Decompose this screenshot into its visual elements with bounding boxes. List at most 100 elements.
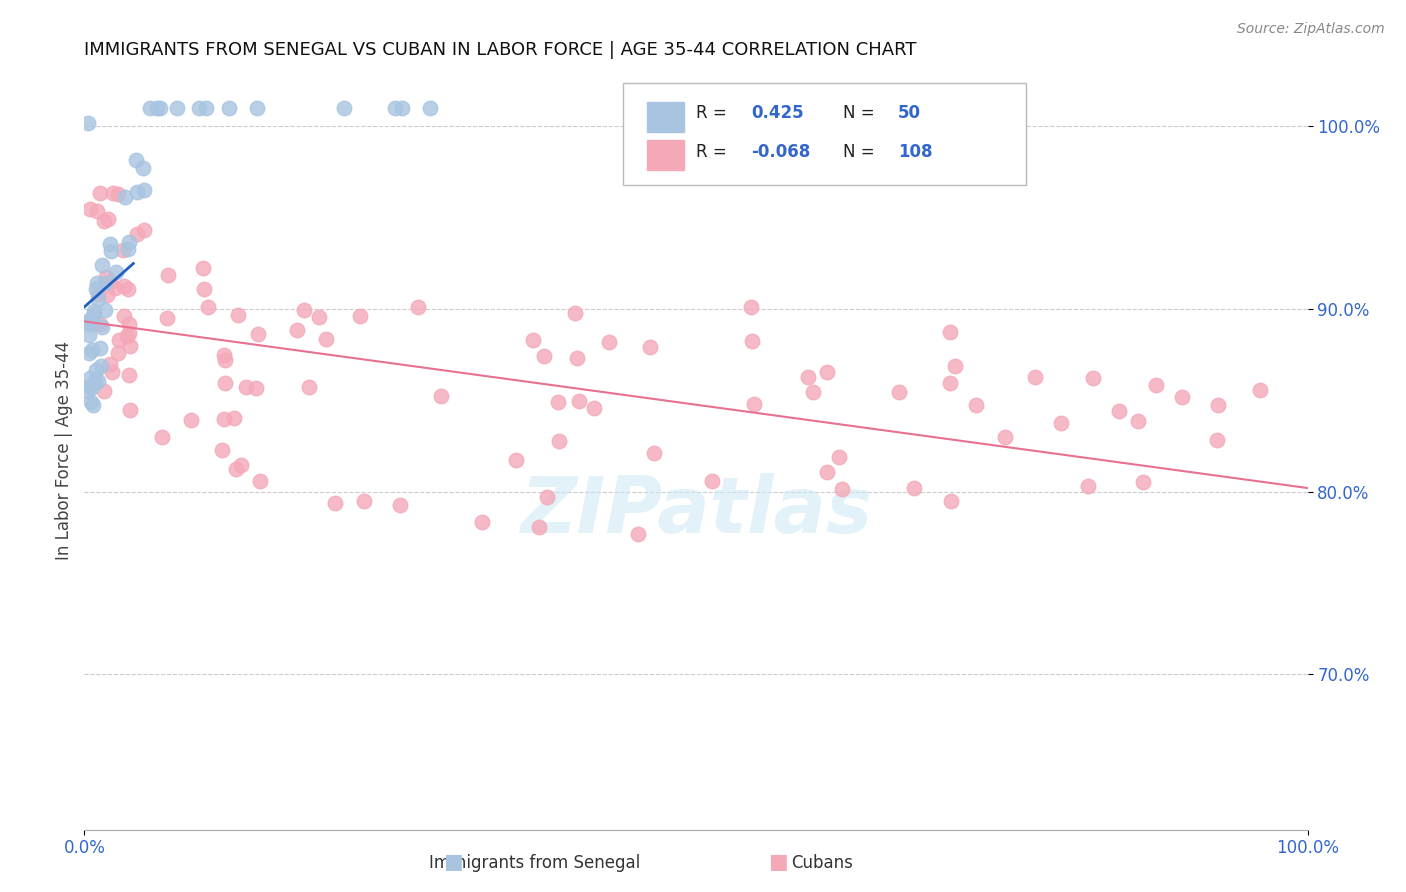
Point xyxy=(76,384,98,398)
Point xyxy=(77,327,100,342)
Point xyxy=(112,279,135,293)
Point xyxy=(246,101,269,115)
Text: -0.068: -0.068 xyxy=(751,144,810,161)
Point xyxy=(80,382,103,396)
Point xyxy=(939,325,962,339)
Point xyxy=(700,474,723,488)
Point xyxy=(548,434,571,448)
Point xyxy=(125,153,148,167)
Point xyxy=(224,410,246,425)
Point xyxy=(195,101,218,115)
Point xyxy=(90,258,112,272)
Point xyxy=(180,413,202,427)
Point xyxy=(79,346,101,360)
Point xyxy=(91,320,114,334)
Point xyxy=(93,384,115,399)
Point xyxy=(298,380,321,394)
Point xyxy=(86,276,108,290)
Point xyxy=(229,458,252,472)
Point xyxy=(598,335,620,350)
Point xyxy=(197,300,219,314)
Point xyxy=(89,317,111,331)
Point xyxy=(79,202,101,217)
Point xyxy=(156,268,179,283)
Point xyxy=(384,101,406,115)
Point xyxy=(1206,398,1229,412)
Point xyxy=(741,334,763,349)
Point xyxy=(79,370,101,384)
Point xyxy=(828,450,851,464)
Point xyxy=(117,242,139,256)
Text: N =: N = xyxy=(842,104,875,122)
Point xyxy=(120,339,142,353)
Point xyxy=(568,394,591,409)
Point xyxy=(323,496,346,510)
Point xyxy=(149,101,172,115)
Point xyxy=(156,310,179,325)
Point xyxy=(245,380,267,394)
Point xyxy=(547,395,569,409)
Point xyxy=(643,446,665,460)
Point xyxy=(93,302,115,317)
Point xyxy=(294,302,316,317)
Point xyxy=(86,282,108,296)
Point xyxy=(939,376,962,390)
Point xyxy=(408,300,430,314)
Point xyxy=(79,313,101,327)
Text: 50: 50 xyxy=(898,104,921,122)
Point xyxy=(941,494,963,508)
Point xyxy=(118,403,141,417)
Point xyxy=(742,396,765,410)
Point xyxy=(638,340,661,354)
Point xyxy=(225,461,247,475)
Point xyxy=(87,292,110,306)
Point xyxy=(565,351,588,365)
Point xyxy=(1050,417,1073,431)
Text: IMMIGRANTS FROM SENEGAL VS CUBAN IN LABOR FORCE | AGE 35-44 CORRELATION CHART: IMMIGRANTS FROM SENEGAL VS CUBAN IN LABO… xyxy=(84,41,917,59)
Point xyxy=(138,101,160,115)
Point xyxy=(83,304,105,318)
Point xyxy=(100,365,122,379)
Point xyxy=(94,276,117,290)
Point xyxy=(80,343,103,357)
Point xyxy=(108,334,131,348)
Point xyxy=(77,116,100,130)
Point xyxy=(801,385,824,400)
Point xyxy=(87,374,110,388)
Point xyxy=(353,493,375,508)
Point xyxy=(212,412,235,426)
Point xyxy=(98,236,121,251)
Point xyxy=(112,310,135,324)
Point xyxy=(391,101,413,115)
Text: R =: R = xyxy=(696,144,727,161)
Point xyxy=(429,389,451,403)
Text: ■: ■ xyxy=(768,853,787,872)
Text: Immigrants from Senegal: Immigrants from Senegal xyxy=(429,855,640,872)
Point xyxy=(94,270,117,285)
Point xyxy=(212,348,235,362)
Point xyxy=(211,443,233,458)
Point xyxy=(104,281,127,295)
Point xyxy=(1108,404,1130,418)
Point xyxy=(315,332,337,346)
Point xyxy=(84,374,107,388)
Point xyxy=(903,481,925,495)
Point xyxy=(943,359,966,374)
Point xyxy=(1126,414,1149,428)
Point xyxy=(132,183,155,197)
Point xyxy=(118,235,141,250)
Point xyxy=(86,287,108,301)
FancyBboxPatch shape xyxy=(623,83,1026,186)
Point xyxy=(740,300,762,314)
Point xyxy=(115,329,138,343)
Point xyxy=(76,316,98,330)
Point xyxy=(118,326,141,340)
Point xyxy=(815,465,838,479)
Point xyxy=(93,214,115,228)
FancyBboxPatch shape xyxy=(647,139,683,170)
Point xyxy=(111,243,134,257)
Point xyxy=(1171,390,1194,404)
Point xyxy=(1083,371,1105,385)
Point xyxy=(1296,875,1319,889)
Point xyxy=(134,223,156,237)
